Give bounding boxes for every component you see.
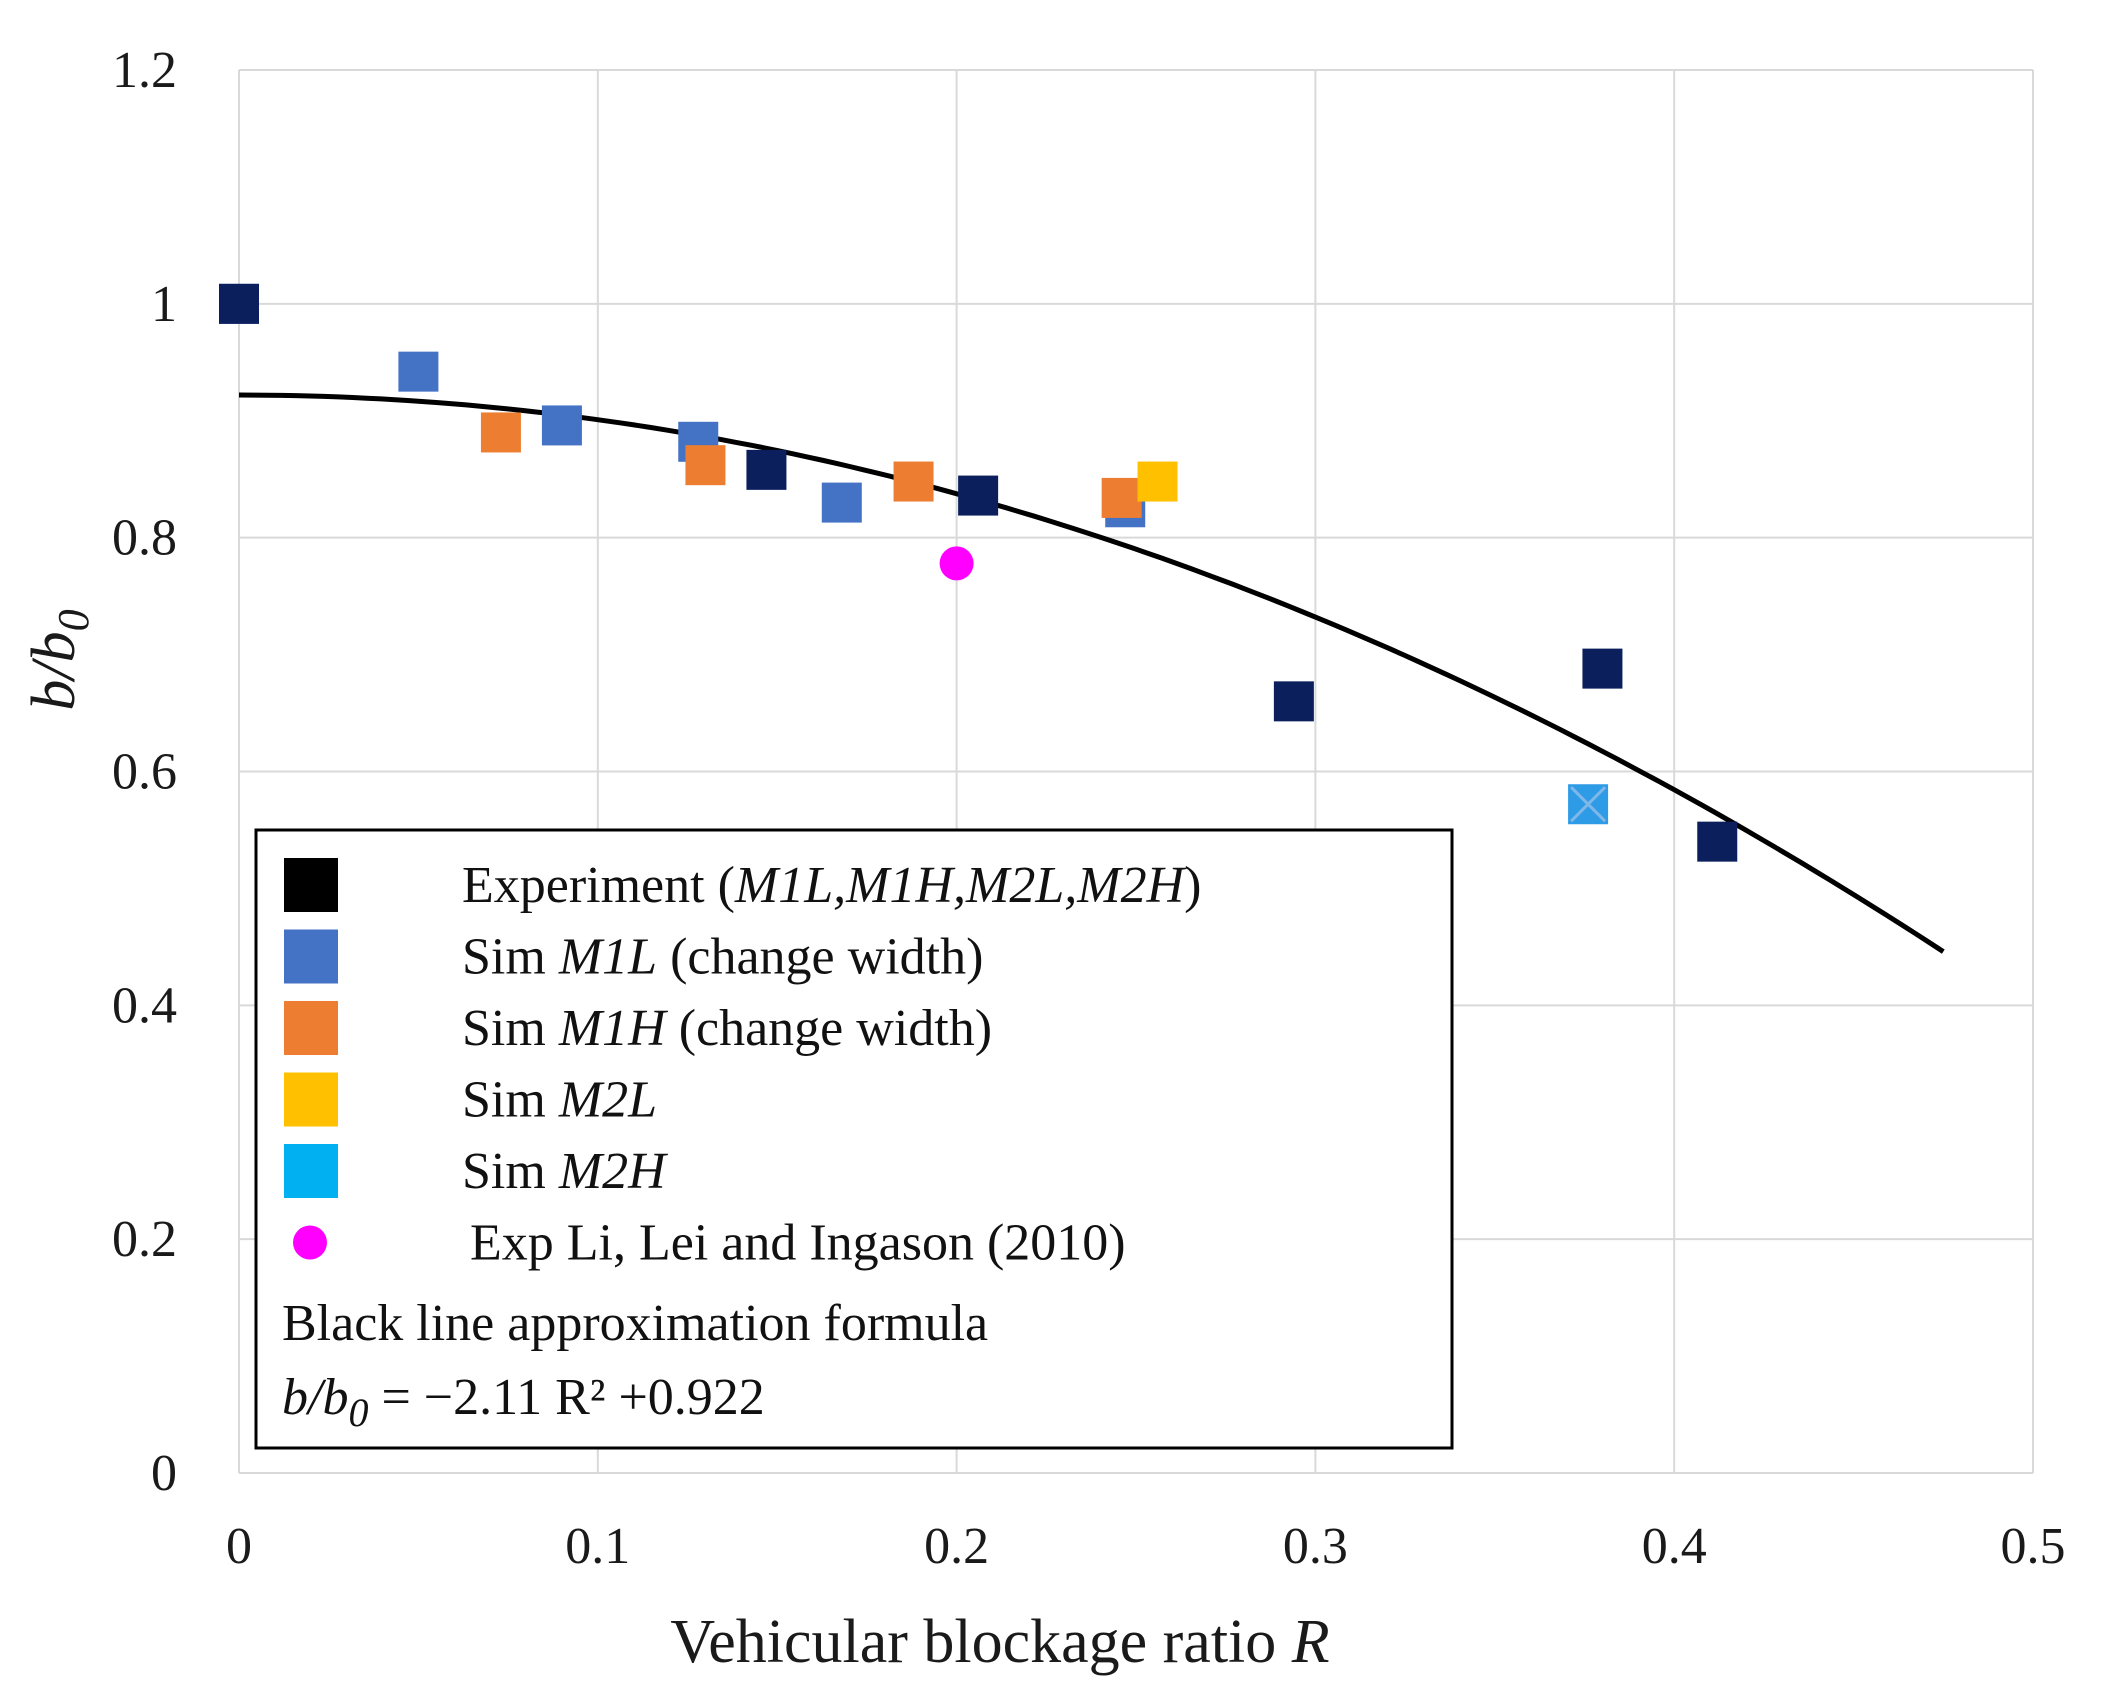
legend-label-italic: M1L (558, 929, 657, 986)
legend-box (254, 828, 1454, 1450)
legend-label-suffix: (change width) (657, 929, 983, 986)
x-tick-label: 0.4 (1642, 1518, 1707, 1575)
y-tick-label: 0.4 (112, 977, 177, 1034)
x-axis-title-var: R (1291, 1608, 1330, 1676)
y-tick-label: 1.2 (112, 42, 177, 99)
x-tick-label: 0 (226, 1518, 252, 1575)
legend-label-suffix: ) (1184, 857, 1201, 914)
point-experiment-m1l-m1h-m2l-m2h (1273, 681, 1314, 722)
legend-label-text: Sim (462, 1000, 559, 1057)
point-sim-m1h-change-width (480, 412, 521, 453)
point-exp-li-lei-and-ingason-2010 (939, 546, 974, 581)
x-tick-label: 0.5 (2001, 1518, 2066, 1575)
legend-marker-square (284, 1144, 338, 1198)
y-tick-label: 0.6 (112, 744, 177, 801)
legend: Experiment (M1L,M1H,M2L,M2H) Sim M1L (cha… (254, 828, 1454, 1450)
point-experiment-m1l-m1h-m2l-m2h (1697, 821, 1738, 862)
y-tick-label: 0.2 (112, 1211, 177, 1268)
legend-label: Experiment (M1L,M1H,M2L,M2H) (462, 857, 1201, 914)
legend-label-italic: M1H (558, 1000, 668, 1057)
fit-curve-group (238, 392, 1945, 954)
point-x-mark (1570, 786, 1607, 823)
y-axis-title: b/b0 (20, 609, 98, 710)
legend-label: Sim M2H (462, 1143, 668, 1200)
legend-marker-circle (293, 1225, 327, 1260)
formula-lhs-base: b/b (282, 1369, 348, 1426)
y-tick-label: 1 (151, 276, 177, 333)
legend-marker-square (284, 858, 338, 912)
legend-label-italic: M2H (558, 1143, 668, 1200)
legend-label-italic: M1L,M1H,M2L,M2H (734, 857, 1187, 914)
legend-marker-square (284, 929, 338, 984)
y-tick-label: 0.8 (112, 510, 177, 567)
point-sim-m1h-change-width (685, 445, 726, 486)
legend-label: Exp Li, Lei and Ingason (2010) (470, 1215, 1126, 1272)
fit-curve (238, 392, 1945, 954)
point-sim-m2l (1137, 461, 1178, 502)
point-experiment-m1l-m1h-m2l-m2h (958, 475, 999, 516)
legend-label-text: Sim (462, 1072, 559, 1129)
point-sim-m1l-change-width (821, 482, 862, 523)
point-sim-m1l-change-width (398, 351, 439, 392)
x-axis-title-text: Vehicular blockage ratio (670, 1608, 1276, 1676)
tick-labels: 0 0.2 0.4 0.6 0.8 1 1.2 0 0.1 0.2 0.3 0.4 0.5 (112, 42, 2066, 1575)
point-experiment-m1l-m1h-m2l-m2h (746, 449, 787, 490)
y-axis-title-base: b/b (20, 631, 88, 710)
y-axis-title-sub: 0 (49, 609, 98, 631)
legend-label: Sim M2L (462, 1072, 657, 1129)
legend-label-text: Exp Li, Lei and Ingason (2010) (470, 1215, 1126, 1272)
legend-label-text: Sim (462, 1143, 559, 1200)
legend-label-italic: M2L (558, 1072, 657, 1129)
point-sim-m1l-change-width (541, 405, 582, 446)
y-tick-label: 0 (151, 1445, 177, 1502)
legend-formula-title: Black line approximation formula (282, 1295, 988, 1352)
legend-marker-square (284, 1001, 338, 1055)
data-points (219, 283, 1738, 862)
formula-lhs-sub: 0 (348, 1390, 368, 1435)
x-tick-label: 0.1 (565, 1518, 630, 1575)
legend-formula: b/b0 = −2.11 R² +0.922 (282, 1369, 765, 1435)
formula-rhs: = −2.11 R² +0.922 (368, 1369, 764, 1426)
point-sim-m1h-change-width (1101, 477, 1142, 518)
legend-label-text: Sim (462, 929, 559, 986)
x-tick-label: 0.3 (1283, 1518, 1348, 1575)
legend-label-text: Experiment ( (462, 857, 735, 914)
x-tick-label: 0.2 (924, 1518, 989, 1575)
point-experiment-m1l-m1h-m2l-m2h (219, 283, 259, 324)
legend-label: Sim M1L (change width) (462, 929, 983, 986)
legend-label-suffix: (change width) (666, 1000, 992, 1057)
legend-label: Sim M1H (change width) (462, 1000, 992, 1057)
point-sim-m1h-change-width (893, 461, 934, 502)
point-experiment-m1l-m1h-m2l-m2h (1582, 648, 1623, 689)
x-axis-title: Vehicular blockage ratio R (670, 1608, 1329, 1676)
legend-marker-square (284, 1072, 338, 1127)
